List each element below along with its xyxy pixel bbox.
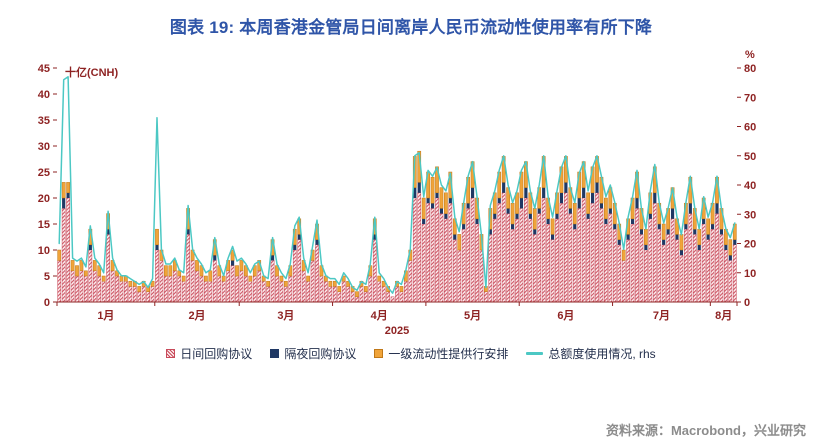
month-label: 8月 — [715, 309, 732, 322]
svg-text:10: 10 — [38, 245, 50, 257]
month-label: 2月 — [188, 309, 205, 322]
svg-text:10: 10 — [744, 268, 756, 280]
month-label: 6月 — [557, 309, 574, 322]
svg-text:0: 0 — [44, 297, 50, 309]
month-label: 4月 — [371, 309, 388, 322]
svg-text:0: 0 — [744, 297, 750, 309]
svg-text:25: 25 — [38, 167, 50, 179]
svg-text:40: 40 — [744, 180, 756, 192]
source-note: 资料来源：Macrobond，兴业研究 — [605, 423, 806, 438]
svg-text:70: 70 — [744, 92, 756, 104]
svg-text:20: 20 — [744, 239, 756, 251]
svg-text:50: 50 — [744, 151, 756, 163]
legend-label: 总额度使用情况, rhs — [548, 347, 656, 361]
svg-text:45: 45 — [38, 63, 50, 75]
legend-label: 日间回购协议 — [180, 347, 253, 361]
svg-text:40: 40 — [38, 89, 50, 101]
legend-item: 一级流动性提供行安排 — [374, 345, 508, 362]
legend-label: 隔夜回购协议 — [284, 347, 357, 361]
month-label: 5月 — [464, 309, 481, 322]
month-label: 1月 — [97, 309, 114, 322]
svg-text:80: 80 — [744, 63, 756, 75]
svg-text:5: 5 — [44, 271, 50, 283]
legend-swatch — [166, 349, 176, 358]
usage-line — [58, 76, 736, 294]
legend-item: 总额度使用情况, rhs — [526, 345, 656, 362]
legend-label: 一级流动性提供行安排 — [388, 347, 509, 361]
legend-swatch — [270, 349, 280, 358]
chart-page: 图表 19: 本周香港金管局日间离岸人民币流动性使用率有所下降 0 5 10 15 20… — [0, 13, 822, 438]
legend-swatch — [374, 349, 384, 358]
chart-legend: 日间回购协议 隔夜回购协议 一级流动性提供行安排 总额度使用情况, rhs — [0, 345, 822, 362]
chart-area: 0 5 10 15 20 25 30 35 40 45 0 10 20 30 40 50 60 70 80 1月 2月 3… — [0, 40, 822, 342]
right-axis-unit: % — [745, 49, 755, 61]
year-label: 2025 — [385, 325, 409, 337]
legend-item: 隔夜回购协议 — [270, 345, 356, 362]
svg-text:60: 60 — [744, 122, 756, 134]
svg-text:30: 30 — [744, 209, 756, 221]
chart-title: 图表 19: 本周香港金管局日间离岸人民币流动性使用率有所下降 — [169, 18, 653, 37]
legend-item: 日间回购协议 — [166, 345, 252, 362]
svg-text:30: 30 — [38, 141, 50, 153]
svg-text:20: 20 — [38, 193, 50, 205]
month-label: 7月 — [653, 309, 670, 322]
svg-text:15: 15 — [38, 219, 50, 231]
left-axis-unit: 十亿(CNH) — [65, 65, 118, 79]
month-label: 3月 — [277, 309, 294, 322]
svg-text:35: 35 — [38, 115, 50, 127]
legend-line-marker — [526, 352, 544, 355]
